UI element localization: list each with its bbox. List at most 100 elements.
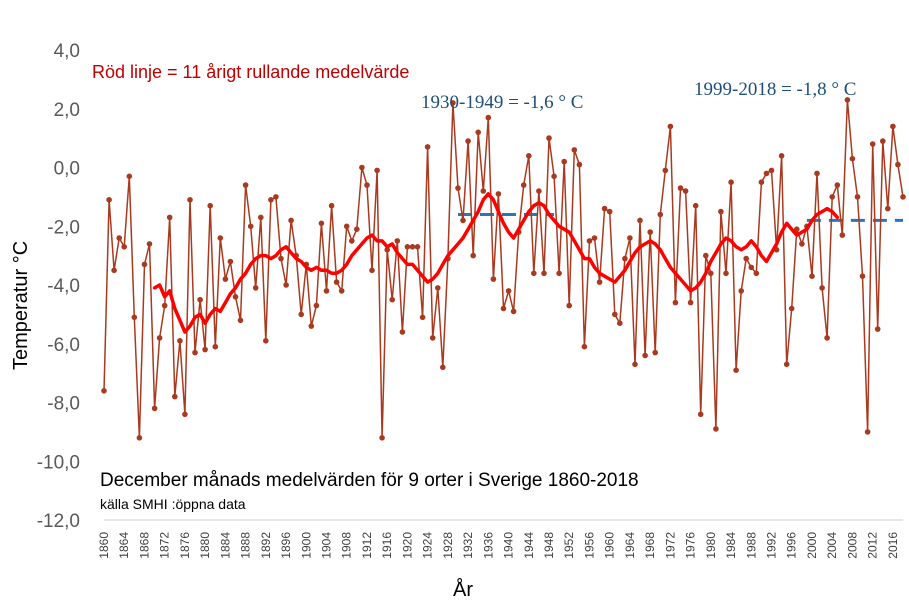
- data-point: [298, 311, 305, 318]
- data-point: [278, 255, 284, 262]
- x-tick-label: 1932: [461, 532, 475, 559]
- x-tick-label: 1984: [724, 532, 738, 559]
- data-point: [258, 214, 264, 221]
- data-point: [738, 288, 744, 294]
- x-tick-label: 1956: [582, 532, 596, 559]
- data-point: [874, 326, 881, 332]
- data-point: [849, 155, 856, 162]
- data-point: [687, 299, 694, 306]
- data-point: [556, 270, 562, 277]
- data-point: [864, 429, 871, 435]
- x-tick-label: 1952: [562, 532, 576, 559]
- x-tick-label: 1912: [360, 532, 374, 559]
- data-point: [374, 167, 380, 174]
- data-point: [505, 288, 512, 294]
- data-point: [799, 241, 805, 247]
- x-tick-label: 1972: [663, 532, 677, 559]
- x-tick-label: 1968: [643, 532, 657, 559]
- data-point: [647, 229, 653, 235]
- x-tick-label: 1896: [279, 532, 293, 559]
- data-point: [586, 238, 593, 244]
- data-point: [718, 208, 724, 215]
- data-point: [753, 270, 760, 277]
- chart-subtitle: källa SMHI :öppna data: [100, 496, 246, 512]
- data-point: [763, 170, 770, 177]
- data-point: [399, 329, 406, 335]
- data-point: [131, 314, 138, 321]
- period-2-annotation: 1999-2018 = -1,8 ° C: [694, 79, 856, 100]
- x-tick-label: 1916: [380, 532, 394, 559]
- y-tick-label: -10,0: [37, 452, 80, 473]
- data-point: [141, 261, 148, 268]
- data-point: [318, 220, 325, 227]
- x-tick-label: 1884: [218, 532, 232, 559]
- data-point: [404, 244, 411, 250]
- x-tick-label: 1872: [158, 532, 172, 559]
- y-tick-label: 4,0: [54, 41, 80, 62]
- x-tick-label: 1888: [239, 532, 253, 559]
- x-axis: 1860 1864 1868 1872 1876 1880 1884 1888 1892 1896…: [97, 519, 903, 559]
- data-point: [834, 182, 841, 188]
- x-tick-label: 1944: [522, 532, 536, 559]
- data-point: [541, 270, 547, 277]
- data-point: [667, 123, 674, 130]
- data-point: [824, 335, 830, 341]
- data-point: [202, 346, 208, 353]
- data-point: [212, 343, 219, 350]
- x-tick-label: 1988: [744, 532, 758, 559]
- data-point: [581, 343, 588, 350]
- monthly-series: [101, 97, 906, 441]
- data-point: [571, 147, 578, 153]
- data-point: [531, 270, 537, 277]
- chart-title: December månads medelvärden för 9 orter …: [100, 470, 639, 491]
- x-tick-label: 1960: [603, 532, 617, 559]
- data-point: [177, 338, 183, 344]
- x-tick-label: 1948: [542, 532, 556, 559]
- data-point: [308, 323, 315, 329]
- data-point: [728, 179, 734, 185]
- data-point: [839, 232, 846, 238]
- data-point: [333, 279, 340, 285]
- data-point: [121, 244, 127, 250]
- data-point: [768, 167, 775, 174]
- data-point: [713, 426, 719, 432]
- data-point: [859, 273, 866, 280]
- data-point: [465, 138, 471, 144]
- data-point: [748, 264, 755, 271]
- x-tick-label: 2012: [866, 532, 880, 559]
- data-point: [455, 185, 461, 191]
- data-point: [126, 173, 133, 180]
- data-point: [612, 311, 618, 318]
- data-point: [662, 167, 669, 174]
- data-point: [546, 135, 552, 141]
- data-point: [788, 305, 795, 312]
- x-tick-label: 1920: [400, 532, 414, 559]
- y-tick-label: 0,0: [54, 159, 80, 180]
- y-tick-label: -8,0: [47, 394, 80, 415]
- x-tick-label: 1964: [623, 532, 637, 559]
- data-point: [783, 361, 790, 368]
- data-point: [510, 308, 517, 315]
- data-point: [677, 185, 684, 191]
- x-tick-label: 1876: [178, 532, 192, 559]
- x-tick-label: 1976: [684, 532, 698, 559]
- data-point: [364, 182, 370, 188]
- y-axis: 4,0 2,0 0,0 -2,0 -4,0 -6,0 -8,0 -10,0 -12,0: [37, 41, 80, 532]
- data-point: [485, 114, 492, 121]
- x-tick-label: 1892: [259, 532, 273, 559]
- data-point: [116, 235, 122, 241]
- x-tick-label: 2000: [805, 532, 819, 559]
- y-axis-title: Temperatur °C: [10, 241, 32, 370]
- data-point: [460, 217, 466, 224]
- data-point: [409, 244, 416, 250]
- data-point: [703, 252, 709, 259]
- data-point: [394, 238, 401, 244]
- x-tick-label: 1936: [481, 532, 495, 559]
- data-point: [814, 170, 820, 177]
- y-tick-label: -2,0: [47, 217, 80, 238]
- data-point: [161, 302, 168, 309]
- data-point: [642, 352, 648, 359]
- x-tick-label: 2008: [845, 532, 859, 559]
- data-point: [900, 194, 906, 200]
